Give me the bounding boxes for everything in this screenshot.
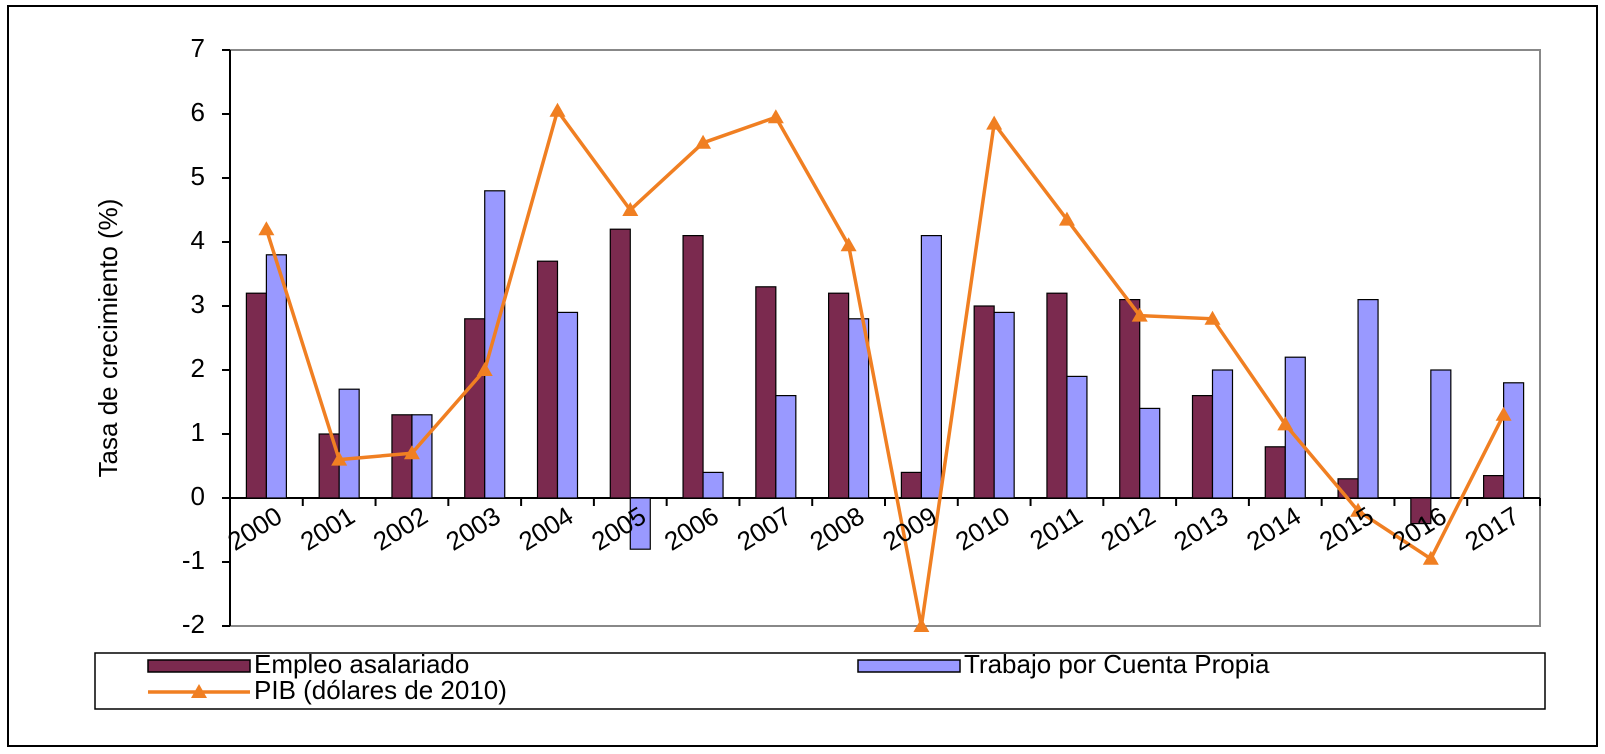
marker <box>840 237 857 252</box>
bar <box>828 292 850 499</box>
marker <box>1277 416 1294 431</box>
bar <box>993 311 1015 499</box>
marker <box>549 102 566 117</box>
bar <box>682 235 704 499</box>
marker <box>986 115 1003 130</box>
y-tick-label: 3 <box>191 289 205 319</box>
bar <box>338 388 360 499</box>
marker <box>1058 211 1075 226</box>
y-tick-label: -2 <box>182 609 205 639</box>
bar <box>1066 375 1088 499</box>
bar <box>629 497 651 550</box>
marker <box>331 451 348 466</box>
marker <box>695 134 712 149</box>
bar <box>318 433 340 499</box>
bar <box>1483 475 1505 499</box>
y-tick-label: 7 <box>191 33 205 63</box>
marker <box>913 618 930 632</box>
legend-marker <box>191 684 207 698</box>
bar <box>1119 299 1141 499</box>
y-tick-label: -1 <box>182 545 205 575</box>
marker <box>622 202 639 216</box>
marker <box>258 221 275 236</box>
y-tick-label: 4 <box>191 225 205 255</box>
bar <box>245 292 267 499</box>
bar <box>1357 299 1379 499</box>
legend-swatch <box>857 659 961 673</box>
bar <box>536 260 559 499</box>
marker <box>1422 550 1439 565</box>
legend-label: Empleo asalariado <box>254 649 469 679</box>
y-tick-label: 5 <box>191 161 205 191</box>
marker <box>767 109 784 124</box>
bar <box>755 286 777 499</box>
marker <box>476 362 493 376</box>
bar <box>484 190 506 499</box>
marker <box>1204 310 1221 325</box>
y-tick-label: 0 <box>191 481 205 511</box>
bar <box>775 395 797 499</box>
legend <box>94 652 1546 710</box>
bar <box>556 311 579 499</box>
y-tick-label: 6 <box>191 97 205 127</box>
bar <box>1046 292 1068 499</box>
bar <box>920 235 942 499</box>
bar <box>1191 395 1214 499</box>
legend-label: Trabajo por Cuenta Propia <box>964 649 1270 679</box>
bar <box>900 471 922 499</box>
bar <box>973 305 995 499</box>
bar <box>1211 369 1234 499</box>
marker <box>403 445 420 460</box>
bar <box>848 318 870 499</box>
y-axis-title: Tasa de crecimiento (%) <box>93 199 123 478</box>
bar <box>1264 446 1286 499</box>
bar <box>1430 369 1452 499</box>
marker <box>1350 502 1367 517</box>
bar <box>1410 497 1432 525</box>
bar <box>265 254 287 499</box>
bar <box>464 318 486 499</box>
marker <box>1495 406 1512 421</box>
y-tick-label: 2 <box>191 353 205 383</box>
marker <box>1131 307 1148 322</box>
bar <box>609 228 631 499</box>
y-tick-label: 1 <box>191 417 205 447</box>
line <box>264 106 1506 627</box>
legend-label: PIB (dólares de 2010) <box>254 675 507 705</box>
legend-swatch <box>147 659 251 673</box>
bar <box>702 471 724 499</box>
bar <box>1503 382 1525 499</box>
bar <box>1139 407 1161 499</box>
